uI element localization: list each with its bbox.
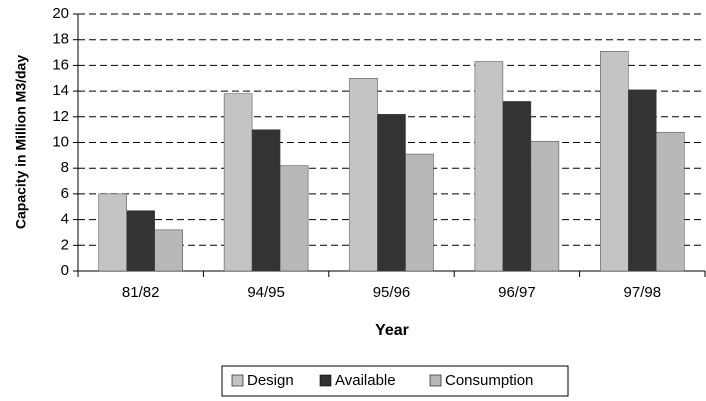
legend-swatch [429,374,442,387]
bar [502,101,532,272]
y-tick-label: 2 [61,236,69,253]
y-tick-label: 20 [52,5,69,22]
bar [600,51,629,272]
x-tick-label: 96/97 [498,284,536,301]
legend-swatch [319,374,332,387]
y-tick-label: 14 [52,82,69,99]
bar [377,113,406,272]
bar [98,193,127,272]
bar [474,61,504,272]
y-tick-label: 8 [61,159,69,176]
y-tick-label: 18 [52,31,69,48]
x-axis-title: Year [375,322,409,339]
y-tick-label: 4 [61,211,69,228]
legend-swatch [231,374,244,387]
bar [154,229,183,272]
legend-label: Consumption [445,372,533,389]
legend-label: Design [247,372,294,389]
legend-label: Available [335,372,396,389]
bar [405,153,434,272]
legend-box [221,365,569,397]
bar [530,140,560,272]
bar [223,93,253,272]
y-tick-label: 16 [52,56,69,73]
bar [251,129,281,272]
bar [628,89,657,272]
bar [126,210,155,272]
x-tick-label: 95/96 [373,284,411,301]
x-tick-label: 81/82 [122,284,160,301]
x-tick-label: 94/95 [247,284,285,301]
y-tick-label: 6 [61,185,69,202]
y-tick-label: 10 [52,133,69,150]
bar [349,78,378,272]
y-tick-label: 0 [61,262,69,279]
y-axis-title: Capacity in Million M3/day [13,55,29,229]
x-tick-label: 97/98 [624,284,662,301]
bar [279,165,309,272]
y-tick-label: 12 [52,108,69,125]
bar [656,131,685,272]
